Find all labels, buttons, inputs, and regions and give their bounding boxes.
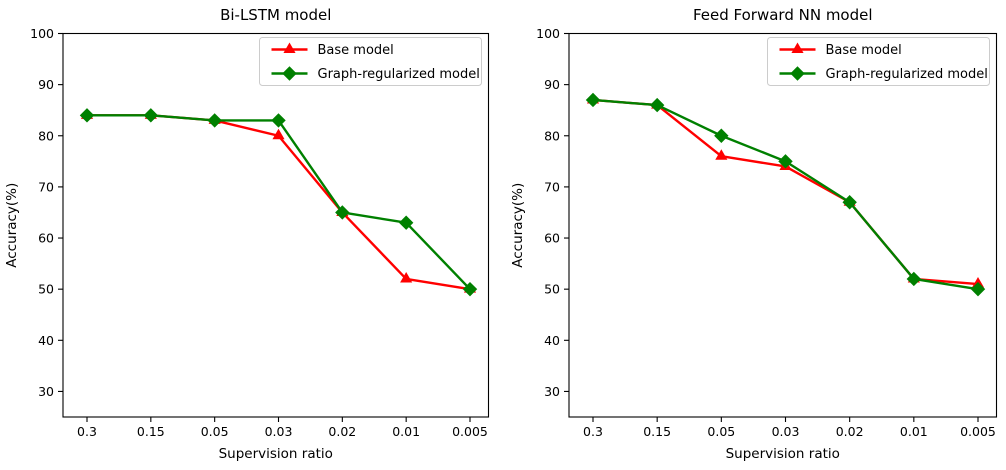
y-axis-label: Accuracy(%)	[510, 183, 526, 268]
series-line-base-model	[592, 98, 979, 286]
legend-label: Base model	[318, 43, 394, 58]
y-tick-label: 80	[38, 128, 54, 143]
y-tick-label: 50	[544, 282, 560, 297]
x-tick-label: 0.01	[900, 424, 928, 439]
y-tick-label: 70	[544, 179, 560, 194]
triangle-marker	[715, 149, 728, 160]
plot-border	[568, 32, 998, 418]
y-tick-label: 30	[544, 384, 560, 399]
diamond-marker	[649, 97, 665, 113]
x-tick-label: 0.3	[77, 424, 97, 439]
diamond-marker	[335, 205, 350, 220]
diamond-marker	[207, 113, 222, 128]
legend-label: Graph-regularized model	[826, 67, 988, 82]
diamond-marker	[585, 92, 601, 108]
legend-box	[767, 37, 990, 86]
triangle-marker	[272, 128, 285, 140]
y-tick-label: 100	[30, 26, 54, 41]
legend-triangle-marker	[791, 42, 804, 53]
x-tick-label: 0.15	[643, 424, 671, 439]
subplot-feed-forward-nn-model: Feed Forward NN model 30 40 50 60 70 80 90 100 0.…	[510, 6, 998, 462]
series-graph-regularized-model	[585, 92, 986, 297]
x-axis-label: Supervision ratio	[219, 446, 333, 462]
y-tick-label: 40	[544, 333, 560, 348]
series-graph-regularized-model	[79, 108, 478, 297]
diamond-marker	[79, 108, 95, 123]
diamond-marker	[398, 215, 414, 230]
legend-triangle-marker	[283, 42, 296, 53]
diamond-marker	[462, 281, 478, 297]
triangle-marker	[400, 271, 413, 283]
y-tick-label: 90	[38, 77, 54, 92]
x-tick-label: 0.01	[392, 424, 420, 439]
legend-diamond-marker	[282, 66, 297, 81]
y-tick-label: 60	[38, 231, 54, 246]
y-tick-label: 50	[38, 282, 54, 297]
legend-label: Base model	[826, 43, 902, 58]
legend: Base model Graph-regularized model	[767, 37, 990, 86]
diamond-marker	[143, 108, 159, 123]
x-tick-label: 0.03	[772, 424, 800, 439]
x-tick-label: 0.005	[960, 424, 996, 439]
x-tick-label: 0.02	[836, 424, 864, 439]
y-tick-label: 80	[544, 128, 560, 143]
chart-title: Feed Forward NN model	[693, 6, 873, 24]
y-tick-label: 30	[38, 384, 54, 399]
series-line-base-model	[87, 114, 471, 291]
legend-entry-graph-regularized-model: Graph-regularized model	[271, 66, 480, 82]
diamond-marker	[906, 271, 922, 287]
legend-entry-graph-regularized-model: Graph-regularized model	[779, 66, 988, 82]
legend-label: Graph-regularized model	[318, 67, 480, 82]
diamond-marker	[842, 195, 857, 210]
subplot-bi-lstm-model: Bi-LSTM model 30 40 50 60 70 80 90 100 0.3 0.15 0.0…	[4, 6, 490, 462]
legend-entry-base-model: Base model	[779, 42, 902, 58]
x-tick-label: 0.05	[707, 424, 735, 439]
x-tick-label: 0.05	[201, 424, 229, 439]
legend-entry-base-model: Base model	[271, 42, 394, 58]
y-tick-label: 40	[38, 333, 54, 348]
y-tick-label: 90	[544, 77, 560, 92]
y-tick-label: 60	[544, 231, 560, 246]
legend-diamond-marker	[790, 66, 805, 81]
diamond-marker	[714, 128, 729, 143]
diamond-marker	[778, 154, 793, 169]
x-tick-label: 0.3	[583, 424, 603, 439]
series-base-model	[80, 108, 477, 293]
x-tick-label: 0.15	[137, 424, 165, 439]
x-tick-label: 0.005	[452, 424, 488, 439]
x-tick-label: 0.03	[265, 424, 293, 439]
legend: Base model Graph-regularized model	[259, 37, 482, 86]
y-tick-label: 70	[38, 179, 54, 194]
y-axis-label: Accuracy(%)	[4, 183, 20, 268]
x-axis-label: Supervision ratio	[726, 446, 840, 462]
diamond-marker	[970, 281, 986, 297]
legend-box	[259, 37, 482, 86]
series-base-model	[586, 92, 985, 288]
series-line-graph-regularized-model	[87, 114, 471, 290]
plot-border	[62, 32, 490, 418]
series-line-graph-regularized-model	[592, 98, 979, 291]
y-tick-label: 100	[536, 26, 560, 41]
diamond-marker	[271, 113, 286, 128]
chart-title: Bi-LSTM model	[220, 6, 331, 24]
x-tick-label: 0.02	[328, 424, 356, 439]
